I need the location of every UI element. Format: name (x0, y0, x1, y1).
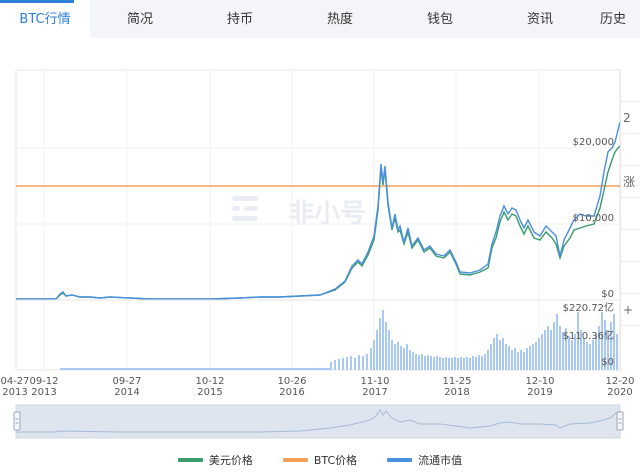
side-row (621, 198, 640, 230)
legend-item-btc-price[interactable]: BTC价格 (282, 450, 358, 470)
side-row (621, 70, 640, 102)
legend-item-usd-price[interactable]: 美元价格 (177, 450, 253, 470)
x-tick-month: 11-25 (442, 376, 471, 387)
y-tick-10000: $10,000 (573, 213, 614, 224)
y-tick-20000: $20,000 (573, 137, 614, 148)
zoom-handle-left[interactable] (13, 411, 21, 431)
x-tick-year: 2015 (197, 387, 222, 398)
data-zoom-slider[interactable] (13, 404, 624, 439)
volume-tick-top: $220.72亿 (563, 301, 614, 314)
chart-area: 非小号 $20,000 $10,000 $0 (0, 38, 640, 472)
tab-history[interactable]: 历史 (590, 0, 640, 38)
x-tick-month: 04-27 (0, 376, 29, 387)
side-row: 2 (621, 102, 640, 134)
x-tick-month: 09-27 (112, 376, 141, 387)
x-tick-year: 2013 (2, 387, 27, 398)
x-tick-year: 2014 (114, 387, 139, 398)
x-tick-year: 2016 (279, 387, 304, 398)
volume-tick-mid: $110.36亿 (563, 329, 614, 342)
volume-bars (60, 310, 618, 370)
vertical-gridlines (43, 70, 540, 370)
x-tick-year: 2018 (444, 387, 469, 398)
side-row (621, 262, 640, 294)
tab-wallet[interactable]: 钱包 (390, 0, 490, 38)
x-axis-labels: 04-27 2013 09-12 2013 09-27 2014 10-12 2… (0, 376, 634, 398)
tab-label: 持币 (226, 12, 253, 27)
tab-label: 热度 (326, 12, 353, 27)
watermark-logo: 非小号 (232, 196, 366, 229)
tab-label: 资讯 (526, 12, 553, 27)
side-row (621, 134, 640, 166)
tab-btc-market[interactable]: BTC行情 (0, 0, 90, 38)
watermark-text: 非小号 (288, 199, 366, 229)
tab-label: 钱包 (426, 12, 453, 27)
legend-label: 流通市值 (418, 454, 463, 467)
tab-label: 历史 (600, 12, 627, 27)
price-chart-svg: 非小号 $20,000 $10,000 $0 (0, 69, 635, 439)
tab-bar: BTC行情 简况 持币 热度 钱包 资讯 历史 (0, 0, 640, 38)
market-cap-line (16, 121, 621, 300)
zoom-window[interactable] (15, 404, 621, 439)
x-tick-month: 10-12 (195, 376, 224, 387)
side-row: + (621, 294, 640, 326)
tab-holdings[interactable]: 持币 (190, 0, 290, 38)
volume-tick-zero: $0 (601, 357, 614, 368)
legend-label: BTC价格 (313, 454, 358, 467)
x-tick-month: 10-26 (277, 376, 306, 387)
chart-legend: 美元价格 BTC价格 流通市值 (0, 450, 640, 470)
side-row: 涨 (621, 166, 640, 198)
y-tick-0: $0 (601, 289, 614, 300)
x-tick-month: 11-10 (360, 376, 389, 387)
legend-swatch-blue (387, 458, 413, 462)
tab-overview[interactable]: 简况 (90, 0, 190, 38)
tab-popularity[interactable]: 热度 (290, 0, 390, 38)
zoom-handle-right[interactable] (616, 411, 624, 431)
legend-swatch-orange (282, 458, 308, 462)
side-row (621, 230, 640, 262)
legend-item-market-cap[interactable]: 流通市值 (387, 450, 462, 470)
side-info-panel: 2 涨 + (620, 70, 640, 370)
x-tick-year: 2017 (362, 387, 387, 398)
tab-label: 简况 (126, 12, 153, 27)
x-tick-year: 2013 (31, 387, 56, 398)
x-tick-month: 12-10 (525, 376, 554, 387)
x-tick-month: 12-20 (605, 376, 634, 387)
tab-label: BTC行情 (19, 12, 71, 27)
legend-label: 美元价格 (208, 454, 253, 467)
x-tick-year: 2020 (607, 387, 632, 398)
x-tick-year: 2019 (527, 387, 552, 398)
x-tick-month: 09-12 (29, 376, 58, 387)
tab-news[interactable]: 资讯 (490, 0, 590, 38)
zoom-preview-line (16, 409, 621, 433)
legend-swatch-green (177, 458, 203, 462)
